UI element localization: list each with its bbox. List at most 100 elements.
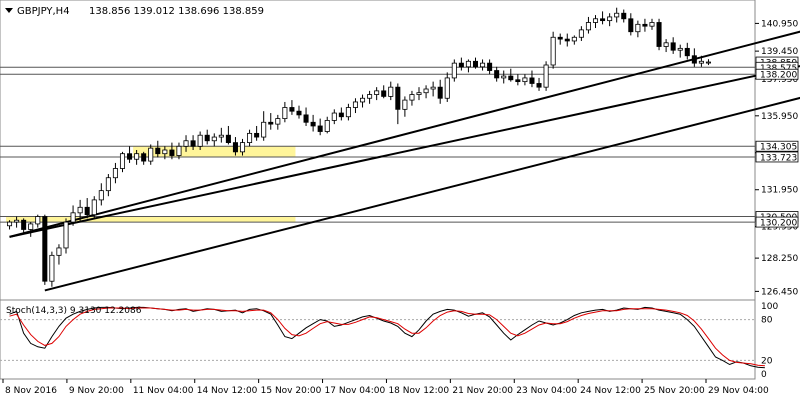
candle-body: [239, 142, 246, 153]
candle: [338, 107, 344, 121]
candle-body: [141, 153, 147, 162]
candle-body: [261, 121, 267, 138]
candle: [564, 33, 570, 47]
candle-body: [585, 22, 591, 31]
candle: [451, 59, 457, 82]
candle-body: [670, 42, 676, 51]
candle-body: [162, 149, 168, 155]
candle-body: [367, 94, 373, 99]
candle-body: [571, 36, 577, 42]
candle: [331, 109, 337, 125]
price-tick-label: 140.950: [761, 19, 798, 29]
candle-body: [472, 60, 479, 68]
channel-layer: [9, 30, 800, 292]
candle-body: [268, 121, 274, 125]
candle-body: [628, 18, 634, 33]
candle: [543, 61, 549, 91]
time-tick-label: 11 Nov 04:00: [133, 386, 194, 396]
price-label-text: 134.305: [760, 143, 797, 153]
candle: [127, 146, 133, 163]
candle-body: [49, 254, 55, 282]
candle: [254, 125, 260, 141]
candle: [374, 87, 380, 101]
candle: [112, 162, 118, 184]
candle-body: [204, 134, 210, 142]
candle-body: [508, 75, 514, 81]
candle: [621, 9, 627, 23]
candle-body: [536, 83, 542, 88]
candle-body: [197, 134, 203, 147]
candle-body: [614, 12, 620, 18]
candle-body: [275, 118, 281, 125]
time-tick-label: 21 Nov 20:00: [452, 386, 513, 396]
candle: [183, 135, 189, 152]
candle: [225, 125, 231, 145]
candle-body: [522, 77, 528, 83]
candle-body: [437, 86, 443, 99]
candle: [430, 81, 436, 97]
price-tick-label: 126.450: [761, 287, 798, 297]
candle-body: [465, 60, 471, 68]
candle: [345, 103, 351, 121]
candle-body: [303, 114, 309, 123]
candle: [282, 101, 288, 123]
candle: [600, 11, 606, 25]
triangle-down-icon[interactable]: [5, 8, 13, 13]
price-tick-label: 137.950: [761, 75, 798, 85]
candle-body: [56, 247, 62, 256]
candle: [35, 214, 41, 228]
candle-body: [557, 36, 563, 40]
time-tick-label: 23 Nov 04:00: [516, 386, 577, 396]
candle-body: [282, 107, 288, 119]
time-tick-label: 15 Nov 20:00: [261, 386, 322, 396]
candle-body: [621, 12, 627, 20]
price-label: 134.305: [755, 140, 799, 153]
candle: [239, 138, 246, 156]
candle-body: [409, 94, 415, 101]
symbol-label: GBPJPY,H4: [17, 6, 70, 17]
candle: [148, 144, 154, 165]
stoch-plot-frame: [0, 299, 756, 380]
candle-body: [42, 216, 48, 282]
price-label-box: [755, 68, 799, 80]
candle-body: [84, 206, 90, 216]
candle-body: [28, 223, 34, 230]
candle: [204, 129, 210, 145]
candles-layer: [7, 7, 711, 287]
candle-body: [296, 110, 302, 116]
candle: [105, 174, 111, 197]
price-label: 133.723: [755, 151, 799, 163]
candle: [63, 218, 69, 254]
candle-body: [416, 92, 422, 95]
candle: [317, 118, 323, 136]
candle-body: [35, 216, 41, 225]
candle-body: [402, 99, 408, 110]
candle: [423, 85, 429, 99]
candle: [529, 70, 535, 88]
candle-body: [183, 140, 189, 147]
candle: [614, 7, 620, 23]
candle-body: [338, 112, 344, 118]
candle: [635, 20, 641, 38]
candle: [155, 140, 161, 158]
candle-body: [656, 22, 662, 47]
candle-body: [529, 77, 535, 84]
candle: [677, 44, 683, 58]
candle: [77, 199, 83, 223]
stoch-series-signal: [9, 307, 765, 367]
candle: [472, 57, 479, 69]
stoch-tick-label: 0: [761, 370, 767, 380]
candle: [592, 15, 599, 29]
candle-body: [451, 62, 457, 79]
candle-body: [649, 22, 655, 27]
candle-body: [98, 190, 104, 201]
candle-body: [127, 153, 133, 160]
candle: [197, 131, 203, 150]
price-tick-label: 135.950: [761, 112, 798, 122]
candle-body: [480, 62, 486, 68]
candle: [367, 90, 373, 104]
price-labels: 138.859138.575138.200134.305133.723130.5…: [755, 56, 799, 229]
candle-body: [684, 47, 690, 57]
